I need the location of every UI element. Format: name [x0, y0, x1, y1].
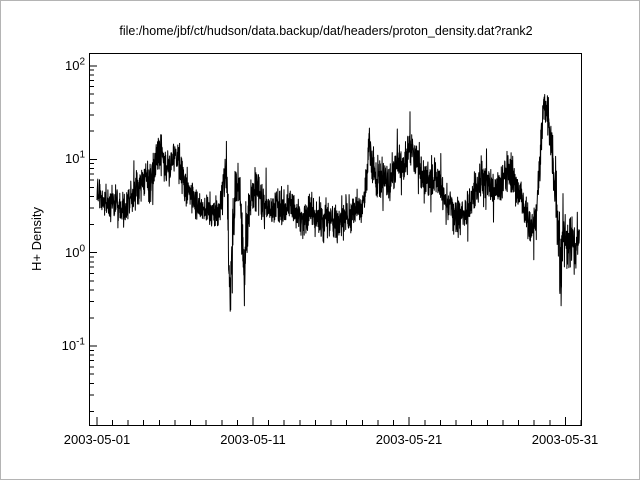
x-tick-label: 2003-05-01 — [63, 432, 131, 447]
x-tick-label: 2003-05-31 — [531, 432, 599, 447]
plot-title: file:/home/jbf/ct/hudson/data.backup/dat… — [119, 24, 533, 38]
y-tick-base: 10 — [64, 245, 80, 260]
y-tick-label-1: 100 — [41, 243, 85, 261]
x-tick-label: 2003-05-21 — [375, 432, 443, 447]
y-tick-base: 10 — [64, 58, 80, 73]
y-tick-exp: 0 — [79, 243, 85, 255]
y-tick-label-100: 102 — [41, 56, 85, 74]
y-tick-base: 10 — [64, 151, 80, 166]
y-axis-ticks — [90, 65, 97, 412]
plot-frame — [89, 53, 582, 426]
y-tick-exp: -1 — [76, 336, 85, 348]
y-tick-exp: 2 — [79, 56, 85, 68]
y-tick-exp: 1 — [79, 149, 85, 161]
x-axis-ticks — [96, 417, 582, 425]
y-tick-label-0.1: 10-1 — [41, 336, 85, 354]
y-tick-label-10: 101 — [41, 149, 85, 167]
x-tick-label: 2003-05-11 — [220, 432, 286, 447]
data-line-h-plus-density — [96, 94, 580, 312]
y-tick-base: 10 — [61, 338, 77, 353]
